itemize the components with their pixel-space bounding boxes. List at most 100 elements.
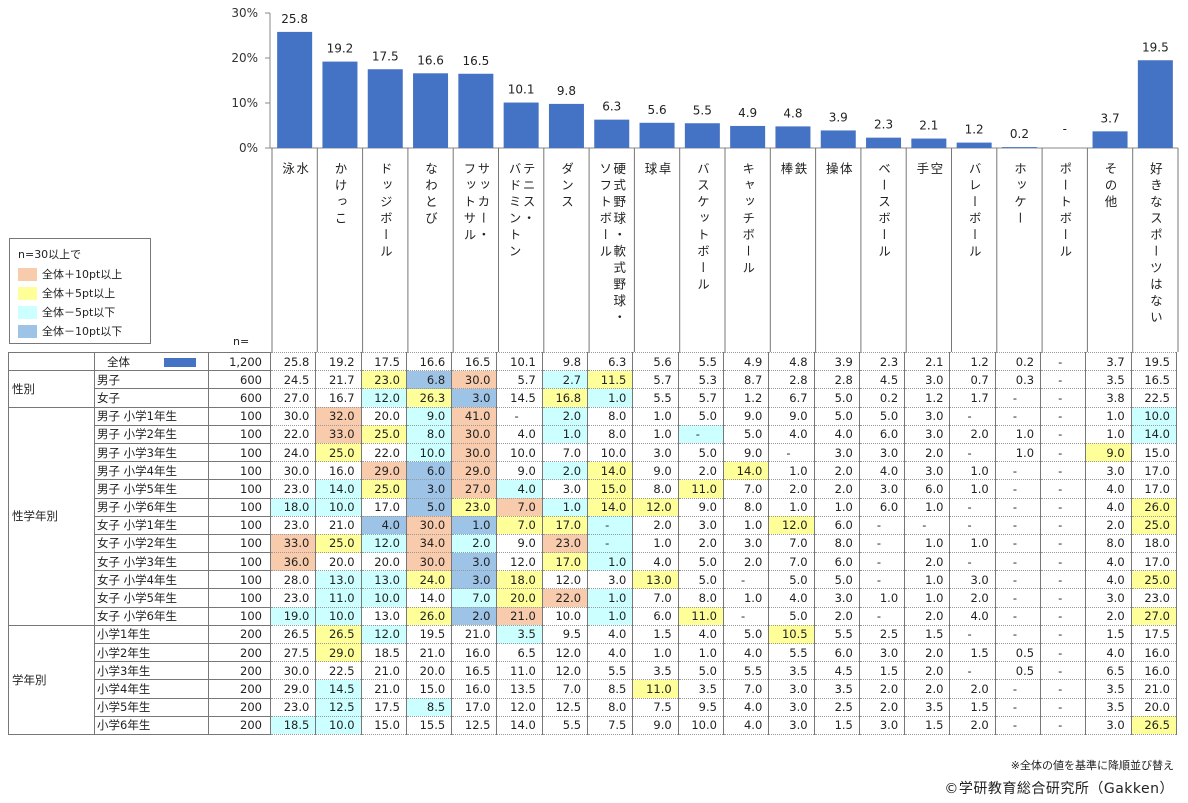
table-cell: 5.0 bbox=[858, 406, 906, 426]
table-cell: - bbox=[858, 533, 906, 554]
table-cell: 16.0 bbox=[1130, 661, 1177, 681]
table-cell: 26.3 bbox=[405, 388, 453, 408]
table-row: 男子 小学3年生 100 24.0 25.0 22.0 10.0 30.0 10.0 7.0 10… bbox=[9, 442, 1177, 463]
data-label: 1.2 bbox=[965, 123, 984, 137]
table-cell: 12.5 bbox=[451, 715, 498, 735]
table-cell: 3.0 bbox=[858, 442, 906, 463]
table-cell: 9.0 bbox=[632, 715, 679, 735]
table-cell: 11.0 bbox=[315, 588, 362, 608]
table-cell: 23.0 bbox=[541, 533, 589, 554]
table-cell: - bbox=[722, 570, 770, 590]
table-cell: 4.0 bbox=[813, 424, 860, 444]
table-cell: 1.5 bbox=[949, 697, 996, 717]
total-legend-bar bbox=[164, 357, 196, 367]
table-cell: 4.0 bbox=[587, 642, 634, 663]
category-label: バドミントン bbox=[507, 162, 522, 261]
sample-size: 100 bbox=[208, 479, 271, 499]
table-cell: 1.0 bbox=[632, 642, 679, 663]
table-cell: 5.0 bbox=[813, 406, 860, 426]
table-cell: 14.0 bbox=[722, 461, 770, 481]
table-cell: 3.5 bbox=[1085, 679, 1132, 699]
legend-label: 全体＋5pt以上 bbox=[42, 287, 116, 300]
table-cell: 10.0 bbox=[1130, 406, 1177, 426]
table-cell: - bbox=[994, 461, 1042, 481]
table-row: 小学3年生 200 30.0 22.5 21.0 20.0 16.5 11.0 12.0 5.5 3… bbox=[9, 661, 1177, 681]
table-cell: 1.0 bbox=[632, 424, 679, 444]
table-cell: - bbox=[677, 424, 724, 444]
table-cell: 29.0 bbox=[451, 461, 498, 481]
table-cell: 12.0 bbox=[768, 515, 815, 535]
category-label: サッカー・ bbox=[475, 162, 490, 245]
table-row: 男子 小学5年生 100 23.0 14.0 25.0 3.0 27.0 4.0 3.0 15.0… bbox=[9, 479, 1177, 499]
table-cell: 3.0 bbox=[722, 533, 770, 554]
table-cell: 1.0 bbox=[904, 570, 951, 590]
table-cell: 2.0 bbox=[813, 479, 860, 499]
table-cell: 20.0 bbox=[1130, 697, 1177, 717]
table-cell: - bbox=[994, 479, 1042, 499]
table-cell: 3.0 bbox=[677, 515, 724, 535]
table-row: 小学6年生 200 18.5 10.0 15.0 15.5 12.5 14.0 5.5 7.5 9.… bbox=[9, 715, 1177, 735]
table-cell: 15.0 bbox=[1130, 442, 1177, 463]
bar bbox=[367, 69, 403, 148]
table-cell: - bbox=[1040, 515, 1087, 535]
table-cell: 1.2 bbox=[722, 388, 770, 408]
category-label: かけっこ bbox=[332, 162, 347, 228]
bar bbox=[594, 119, 630, 148]
table-cell: 18.0 bbox=[1130, 533, 1177, 554]
data-label: 9.8 bbox=[557, 84, 576, 98]
table-cell: 15.0 bbox=[405, 679, 453, 699]
legend-swatch bbox=[18, 267, 37, 281]
table-cell: 17.0 bbox=[541, 515, 589, 535]
table-cell: 25.0 bbox=[1130, 515, 1177, 535]
table-row: 女子 小学1年生 100 23.0 21.0 4.0 30.0 1.0 7.0 17.0-2.0… bbox=[9, 515, 1177, 535]
bar-chart: 0% 10% 20% 30% 25.8 19.2 17.5 16.6 16.5 10.1 9.8 6.… bbox=[231, 6, 1179, 352]
sample-size: 100 bbox=[208, 461, 271, 481]
table-cell: 12.0 bbox=[632, 497, 679, 517]
table-cell: 16.0 bbox=[1130, 642, 1177, 663]
table-cell: 30.0 bbox=[451, 442, 498, 463]
table-cell: 2.0 bbox=[904, 552, 951, 572]
table-cell: 7.0 bbox=[496, 497, 543, 517]
table-cell: 32.0 bbox=[315, 406, 362, 426]
table-cell: - bbox=[1040, 606, 1087, 626]
table-cell: 9.0 bbox=[722, 406, 770, 426]
table-cell: 2.0 bbox=[949, 679, 996, 699]
table-cell: 27.0 bbox=[269, 388, 317, 408]
table-cell: 15.0 bbox=[587, 479, 634, 499]
table-cell: - bbox=[949, 406, 996, 426]
table-cell: 1.0 bbox=[677, 642, 724, 663]
table-cell: 16.0 bbox=[315, 461, 362, 481]
table-cell: 5.5 bbox=[722, 661, 770, 681]
table-cell: 5.0 bbox=[722, 424, 770, 444]
sample-size: 200 bbox=[208, 715, 271, 735]
table-cell: 4.0 bbox=[360, 515, 407, 535]
table-row: 学年別 小学1年生 200 26.5 26.5 12.0 19.5 21.0 3.5 9.5 4.0… bbox=[8, 624, 1177, 735]
table-cell: 8.0 bbox=[1085, 533, 1132, 554]
row-label: 小学3年生 bbox=[94, 661, 209, 681]
table-cell: 5.0 bbox=[677, 570, 724, 590]
category-label: ドッジボール bbox=[378, 162, 393, 261]
table-cell: 5.7 bbox=[632, 370, 679, 390]
data-label: 5.5 bbox=[693, 103, 712, 117]
table-cell: 4.0 bbox=[587, 624, 634, 645]
table-cell: 21.0 bbox=[315, 515, 362, 535]
table-cell: 25.0 bbox=[360, 479, 407, 499]
table-cell: 26.5 bbox=[315, 624, 362, 645]
table-cell: 11.0 bbox=[677, 606, 724, 626]
table-cell: 3.8 bbox=[1085, 388, 1132, 408]
legend-item-plus5: 全体＋5pt以上 bbox=[18, 286, 115, 300]
table-cell: 12.5 bbox=[315, 697, 362, 717]
table-cell: 16.8 bbox=[541, 388, 589, 408]
table-cell: - bbox=[1040, 406, 1087, 426]
table-cell: 12.0 bbox=[496, 697, 543, 717]
category-label: キャッチボール bbox=[740, 162, 755, 278]
table-row: 性別 男子 600 24.5 21.7 23.0 6.8 30.0 5.7 2.7 11.5 5.7 5… bbox=[8, 370, 1177, 408]
table-cell: 4.0 bbox=[1085, 479, 1132, 499]
table-row: 女子 小学4年生 100 28.0 13.0 13.0 24.0 3.0 18.0 12.0 3.… bbox=[9, 570, 1177, 590]
row-label: 女子 小学3年生 bbox=[94, 552, 209, 572]
table-cell: 0.2 bbox=[994, 351, 1042, 372]
table-cell: 41.0 bbox=[451, 406, 498, 426]
table-cell: 26.0 bbox=[1130, 497, 1177, 517]
sample-size: 100 bbox=[208, 406, 271, 426]
table-cell: 20.0 bbox=[360, 406, 407, 426]
